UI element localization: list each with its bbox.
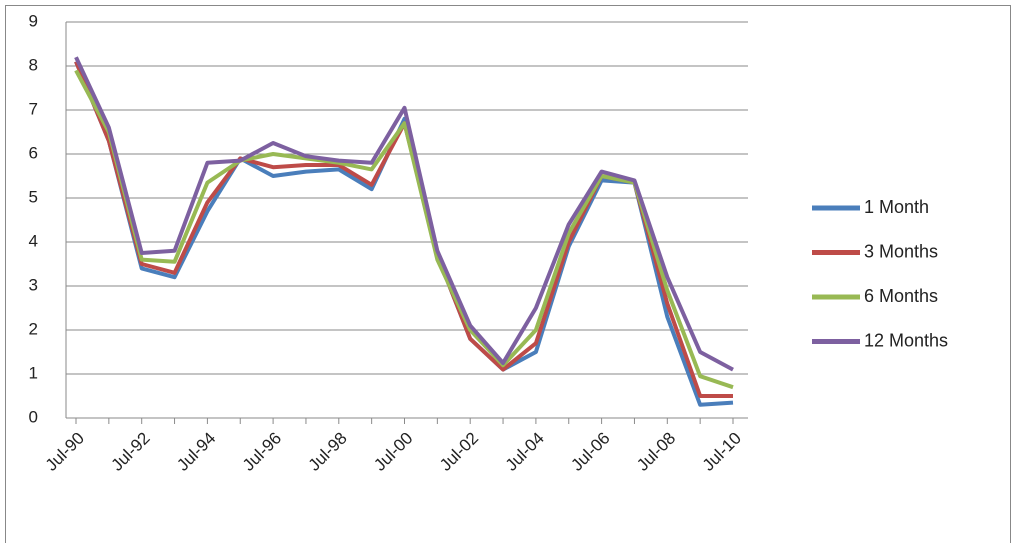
y-tick-label: 3 <box>29 275 38 294</box>
y-tick-label: 7 <box>29 99 38 118</box>
y-tick-label: 9 <box>29 11 38 30</box>
legend-label: 3 Months <box>864 241 938 261</box>
y-tick-label: 6 <box>29 143 38 162</box>
y-tick-label: 8 <box>29 55 38 74</box>
line-series <box>74 56 734 372</box>
y-tick-label: 4 <box>29 231 38 250</box>
legend-label: 12 Months <box>864 330 948 350</box>
legend-label: 1 Month <box>864 197 929 217</box>
line-series <box>74 69 734 390</box>
y-tick-label: 0 <box>29 407 38 426</box>
y-tick-label: 5 <box>29 187 38 206</box>
y-tick-label: 2 <box>29 319 38 338</box>
y-tick-label: 1 <box>29 363 38 382</box>
legend-label: 6 Months <box>864 286 938 306</box>
